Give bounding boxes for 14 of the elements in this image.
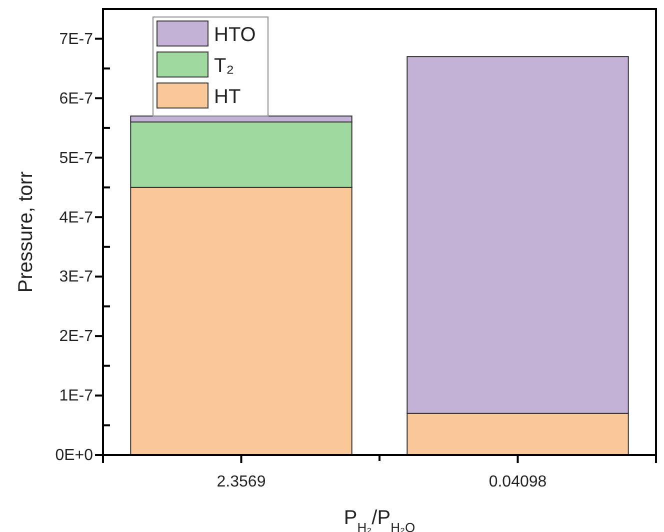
x-tick-label: 2.3569	[216, 473, 266, 490]
y-tick-label: 1E-7	[59, 388, 94, 405]
y-tick-label: 4E-7	[59, 209, 94, 226]
y-tick-label: 3E-7	[59, 268, 94, 286]
y-tick-label: 6E-7	[59, 90, 94, 108]
y-tick-label: 5E-7	[59, 150, 94, 167]
y-tick-label: 7E-7	[59, 30, 94, 48]
y-axis-title: Pressure, torr	[15, 171, 37, 293]
legend-label: HTO	[214, 24, 256, 46]
y-tick-label: 0E+0	[55, 447, 94, 464]
legend-label: T₂	[214, 55, 234, 77]
y-tick-label: 2E-7	[59, 328, 94, 346]
legend-label: HT	[214, 86, 241, 108]
x-tick-label: 0.04098	[488, 473, 547, 490]
